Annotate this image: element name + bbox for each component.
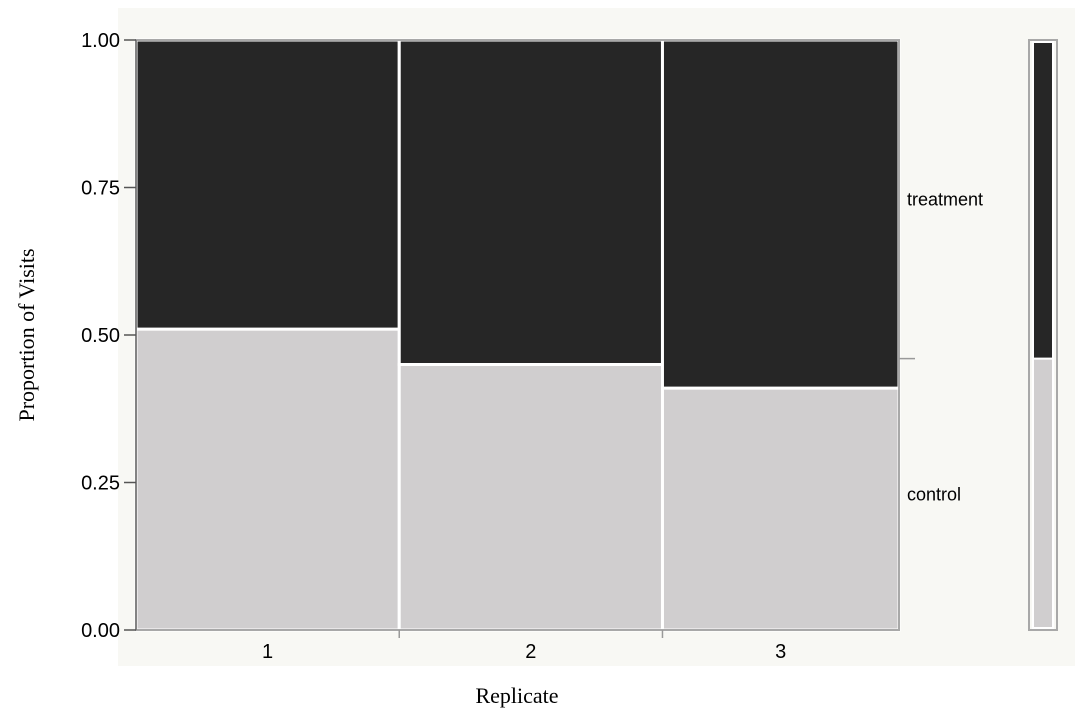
cell-treatment-1: [134, 38, 401, 331]
y-axis-title: Proportion of Visits: [14, 248, 39, 421]
level-label-control: control: [907, 484, 961, 504]
cell-treatment-2: [397, 38, 664, 366]
overall-bar: [1028, 39, 1058, 631]
y-tick-label: 0.00: [81, 620, 120, 642]
cell-control-3: [660, 386, 901, 632]
y-axis: 0.00 0.25 0.50 0.75 1.00: [81, 30, 137, 642]
mosaic-cells: [134, 38, 901, 632]
cell-treatment-3: [660, 38, 901, 390]
x-axis-title: Replicate: [475, 683, 558, 708]
y-tick-label: 0.75: [81, 178, 120, 200]
x-tick-label: 3: [775, 641, 786, 663]
overall-bar-frame: [1028, 39, 1058, 631]
cell-control-2: [397, 363, 664, 632]
level-label-treatment: treatment: [907, 189, 983, 209]
y-tick-label: 0.50: [81, 325, 120, 347]
y-tick-label: 0.25: [81, 473, 120, 495]
x-tick-label: 1: [262, 641, 273, 663]
level-labels: treatment control: [899, 189, 983, 504]
overall-treatment: [1032, 41, 1054, 360]
x-tick-label: 2: [525, 641, 536, 663]
overall-control: [1032, 357, 1054, 629]
y-tick-label: 1.00: [81, 30, 120, 52]
x-axis: 1 2 3: [262, 630, 786, 663]
cell-control-1: [134, 327, 401, 632]
